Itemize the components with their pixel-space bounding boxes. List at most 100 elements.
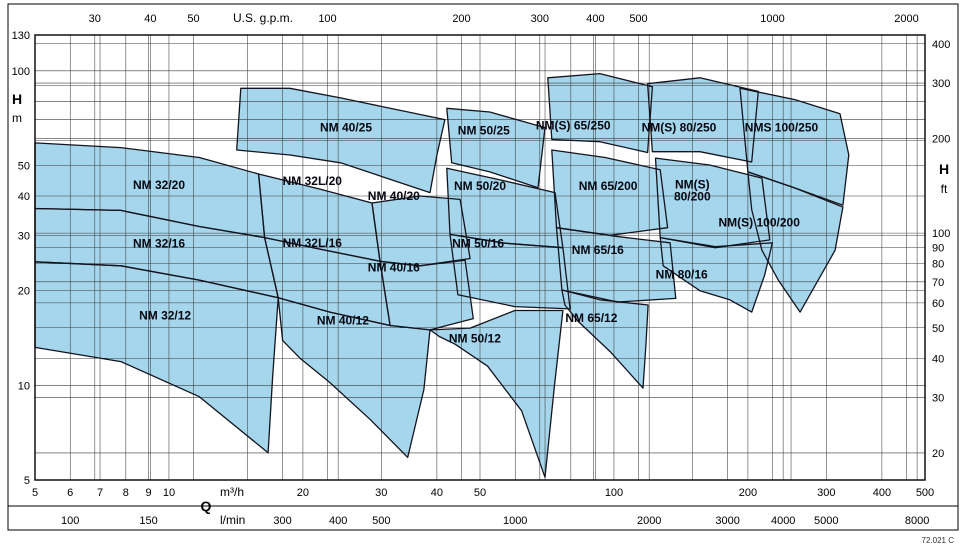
gridlines [35, 35, 925, 480]
right-tick-ft-200: 200 [932, 133, 950, 145]
pump-region-label-nm-s-65-250: NM(S) 65/250 [536, 119, 611, 133]
top-tick-gpm-1000: 1000 [760, 13, 784, 25]
bottom-tick-lmin-2000: 2000 [637, 515, 661, 527]
pump-region-label-nm-32l-16: NM 32L/16 [283, 236, 343, 250]
bottom-tick-m3h-400: 400 [873, 487, 891, 499]
bottom-tick-lmin-5000: 5000 [814, 515, 838, 527]
top-tick-gpm-2000: 2000 [894, 13, 918, 25]
pump-region-label-nm-65-16: NM 65/16 [572, 243, 624, 257]
top-tick-gpm-40: 40 [144, 13, 156, 25]
pump-region-outline-nm-50-12 [429, 309, 564, 478]
pump-region-fill-nm-50-25 [446, 108, 545, 188]
bottom-tick-lmin-300: 300 [273, 515, 291, 527]
top-tick-gpm-300: 300 [531, 13, 549, 25]
pump-region-outline-nm-s-80-250 [646, 77, 759, 163]
bottom-tick-m3h-8: 8 [123, 487, 129, 499]
pump-region-label-nms-100-250: NMS 100/250 [745, 121, 819, 135]
pump-region-fill-nm-s-80-200 [655, 158, 770, 248]
pump-region-fill-nm-s-80-250 [647, 77, 759, 162]
right-axis-title: H [939, 161, 949, 177]
pump-region-outline-nm-50-16 [449, 233, 571, 310]
pump-region-label-nm-65-12: NM 65/12 [565, 311, 617, 325]
pump-region-label-nm-32-12: NM 32/12 [139, 308, 191, 322]
right-tick-ft-40: 40 [932, 353, 944, 365]
pump-region-label-nm-32-20: NM 32/20 [133, 178, 185, 192]
top-axis-unit-label: U.S. g.p.m. [233, 11, 293, 25]
bottom-tick-m3h-20: 20 [297, 487, 309, 499]
drawing-code: 72.021 C [922, 536, 955, 545]
right-tick-ft-100: 100 [932, 228, 950, 240]
outer-frame [7, 3, 959, 531]
right-tick-ft-30: 30 [932, 393, 944, 405]
top-tick-gpm-30: 30 [89, 13, 101, 25]
top-tick-gpm-400: 400 [586, 13, 604, 25]
pump-region-fill-nms-100-250 [740, 88, 849, 206]
pump-region-fill-nm-32-20 [35, 142, 265, 238]
pump-region-outline-nm-40-12 [277, 297, 431, 459]
pump-region-label-nm-40-16: NM 40/16 [368, 261, 420, 275]
top-tick-gpm-100: 100 [318, 13, 336, 25]
bottom-tick-m3h-7: 7 [97, 487, 103, 499]
bottom-tick-m3h-6: 6 [67, 487, 73, 499]
pump-region-fill-nm-s-100-200 [747, 171, 843, 313]
bottom-tick-m3h-30: 30 [375, 487, 387, 499]
pump-region-label-nm-80-16: NM 80/16 [656, 268, 708, 282]
pump-region-fill-nm-65-12 [561, 290, 649, 389]
pump-region-label-nm-s-100-200: NM(S) 100/200 [719, 215, 801, 229]
pump-region-fill-nm-40-16 [380, 260, 474, 330]
right-axis-unit: ft [941, 182, 948, 196]
pump-region-label-nm-50-25: NM 50/25 [458, 124, 510, 138]
bottom-tick-lmin-500: 500 [372, 515, 390, 527]
pump-region-outlines [34, 72, 850, 478]
right-tick-ft-300: 300 [932, 78, 950, 90]
right-tick-ft-60: 60 [932, 298, 944, 310]
bottom-tick-lmin-150: 150 [139, 515, 157, 527]
right-tick-ft-90: 90 [932, 243, 944, 255]
bottom-tick-lmin-100: 100 [61, 515, 79, 527]
pump-region-outline-nm-32-12 [34, 261, 279, 454]
pump-region-fill-nm-s-65-250 [547, 73, 653, 153]
pump-region-label-nm-50-12: NM 50/12 [449, 331, 501, 345]
right-tick-ft-70: 70 [932, 277, 944, 289]
pump-region-label-nm-32l-20: NM 32L/20 [283, 174, 343, 188]
left-tick-m-100: 100 [12, 66, 30, 78]
pump-region-fill-nm-32-16 [35, 208, 279, 298]
pump-region-label-nm-32-16: NM 32/16 [133, 237, 185, 251]
pump-region-fill-nm-40-20 [372, 196, 471, 266]
pump-region-fill-nm-50-12 [430, 310, 563, 478]
pump-region-fill-nm-40-12 [278, 297, 430, 458]
bottom-tick-m3h-300: 300 [817, 487, 835, 499]
bottom-tick-lmin-400: 400 [329, 515, 347, 527]
pump-region-label-nm-40-25: NM 40/25 [320, 121, 372, 135]
flow-axis-title: Q [201, 498, 212, 514]
left-tick-m-30: 30 [18, 230, 30, 242]
plot-frame [34, 34, 926, 481]
left-tick-m-10: 10 [18, 380, 30, 392]
left-tick-m-40: 40 [18, 191, 30, 203]
left-tick-m-20: 20 [18, 286, 30, 298]
right-tick-ft-20: 20 [932, 448, 944, 460]
bottom-tick-m3h-5: 5 [32, 487, 38, 499]
right-tick-ft-80: 80 [932, 259, 944, 271]
pump-region-labels: NM 40/25 NM 50/25 NM(S) 65/250 NM(S) 80/250… [133, 119, 819, 346]
bottom-tick-m3h-9: 9 [146, 487, 152, 499]
left-tick-m-50: 50 [18, 161, 30, 173]
pump-region-fill-nm-32-12 [35, 261, 279, 453]
pump-region-label-nm-40-20: NM 40/20 [368, 189, 420, 203]
bottom-tick-lmin-3000: 3000 [715, 515, 739, 527]
pump-region-outline-nm-65-12 [561, 289, 649, 389]
bottom-tick-lmin-8000: 8000 [905, 515, 929, 527]
top-tick-gpm-500: 500 [629, 13, 647, 25]
pump-region-label-nm-50-16: NM 50/16 [452, 237, 504, 251]
pump-region-fill-nm-80-16 [660, 237, 773, 313]
right-tick-ft-50: 50 [932, 323, 944, 335]
axis-tick-labels: 30 40 50 100 200 300 400 500 1000 2000 5 6 7 8 9 10 20 30… [12, 13, 951, 527]
pump-region-fill-nm-65-16 [556, 227, 676, 302]
left-tick-m-5: 5 [24, 475, 30, 487]
bottom-tick-m3h-10: 10 [163, 487, 175, 499]
top-tick-gpm-200: 200 [452, 13, 470, 25]
bottom-tick-m3h-200: 200 [739, 487, 757, 499]
bottom-tick-m3h-100: 100 [605, 487, 623, 499]
pump-region-outline-nm-40-25 [236, 87, 446, 194]
